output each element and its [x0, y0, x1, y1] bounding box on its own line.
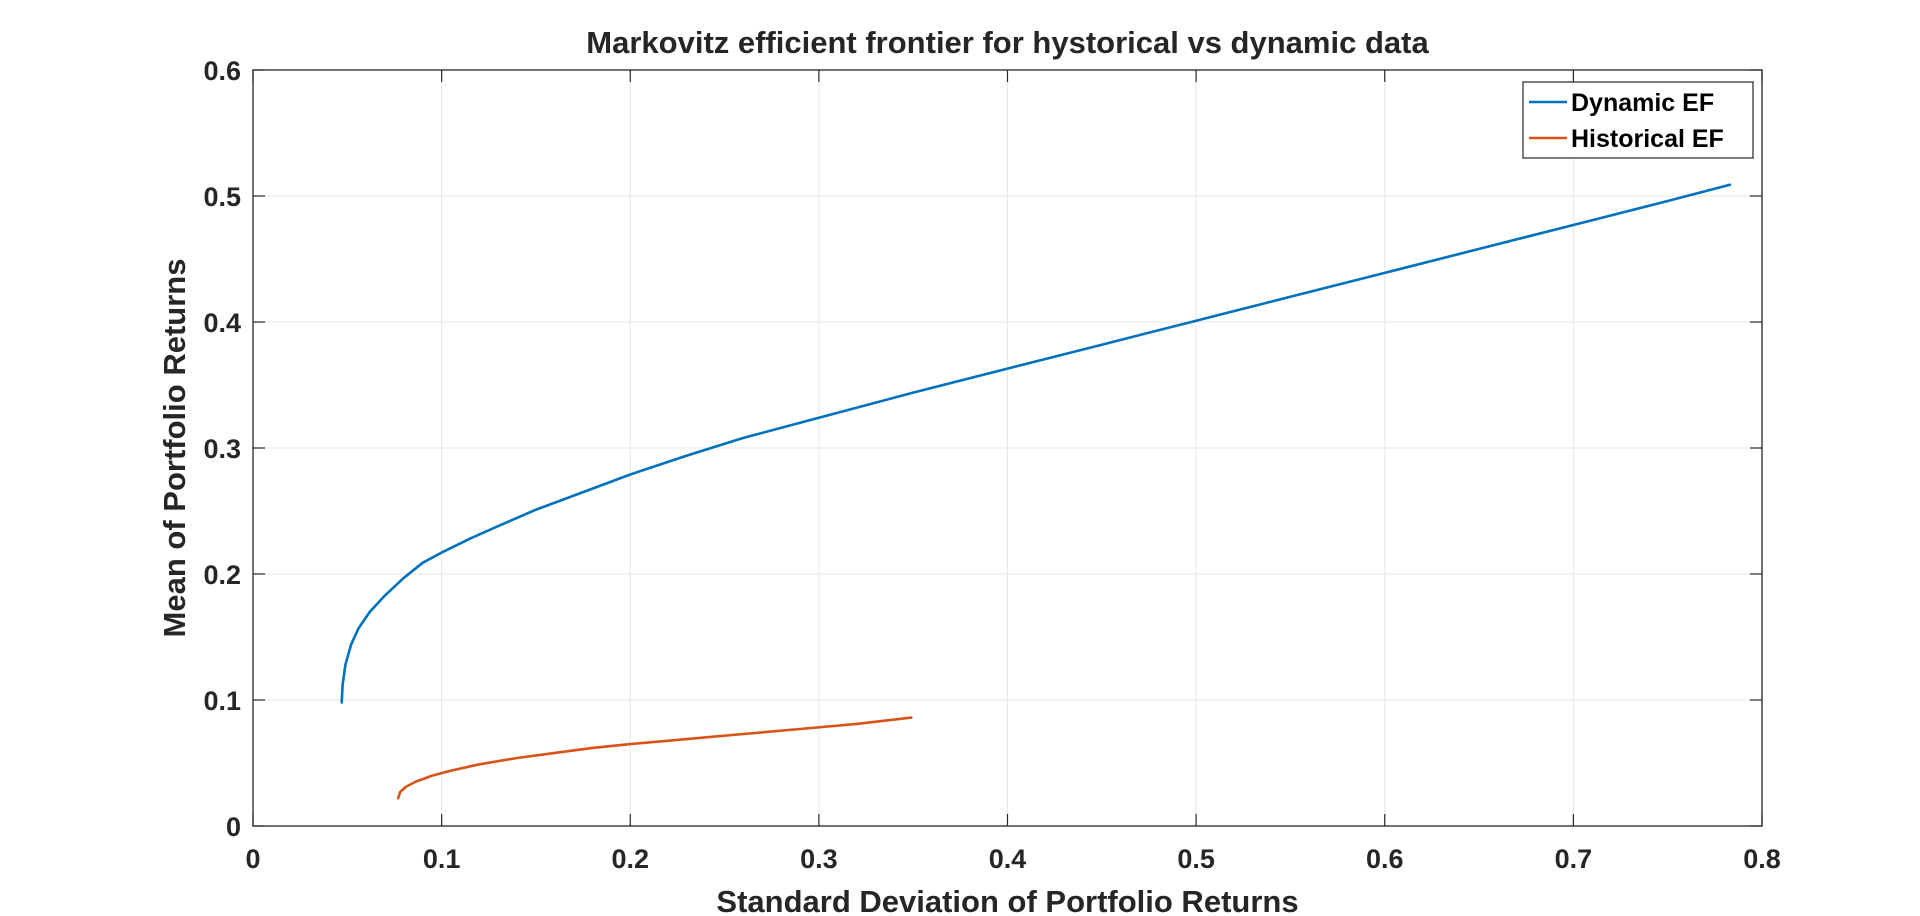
x-axis-label: Standard Deviation of Portfolio Returns	[716, 884, 1298, 916]
x-tick-label: 0.4	[989, 844, 1027, 874]
legend-label-dynamic: Dynamic EF	[1571, 89, 1714, 117]
x-tick-label: 0.5	[1177, 844, 1215, 874]
x-tick-label: 0.2	[611, 844, 649, 874]
legend: Dynamic EF Historical EF	[1522, 81, 1754, 159]
x-tick-label: 0.3	[800, 844, 838, 874]
y-tick-label: 0.5	[203, 182, 241, 212]
x-tick-label: 0.7	[1555, 844, 1593, 874]
x-tick-label: 0	[245, 844, 260, 874]
legend-label-historical: Historical EF	[1571, 125, 1724, 153]
y-tick-label: 0.3	[203, 434, 241, 464]
x-tick-label: 0.1	[423, 844, 461, 874]
chart-title: Markovitz efficient frontier for hystori…	[586, 25, 1429, 60]
axes	[252, 69, 1763, 827]
x-tick-label: 0.6	[1366, 844, 1404, 874]
legend-box	[1522, 81, 1754, 159]
x-tick-label: 0.8	[1743, 844, 1781, 874]
y-tick-label: 0.4	[203, 308, 241, 338]
y-tick-label: 0.1	[203, 686, 241, 716]
grid-lines	[253, 70, 1762, 826]
series-line-historical	[396, 716, 913, 800]
series-lines	[340, 183, 1732, 800]
y-tick-label: 0.2	[203, 560, 241, 590]
y-axis-label: Mean of Portfolio Returns	[157, 259, 192, 638]
y-tick-label: 0.6	[203, 56, 241, 86]
tick-labels: 0 0.1 0.2 0.3 0.4 0.5 0.6 0.7 0.8 0 0.1 0.2 0.3 0.4 0.…	[203, 56, 1780, 874]
axes-box	[252, 69, 1763, 827]
y-tick-label: 0	[226, 812, 241, 842]
series-line-dynamic	[340, 183, 1732, 704]
